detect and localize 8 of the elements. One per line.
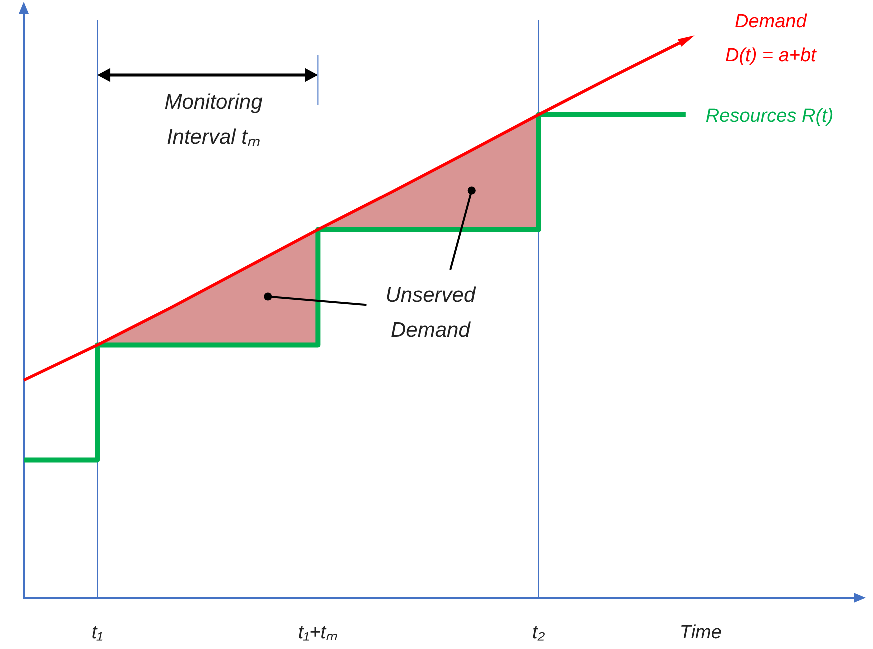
x-tick-label: t₁ — [92, 622, 104, 644]
series-label: Demand D(t) = a+bt — [725, 11, 818, 66]
annotation: Monitoring Interval tₘ — [164, 90, 264, 151]
series-label: Resources R(t) — [706, 106, 834, 128]
annotation: Unserved Demand — [384, 283, 478, 344]
x-tick-label: t₂ — [532, 622, 546, 644]
x-tick-label: t₁+tₘ — [298, 622, 338, 644]
x-axis-title: Time — [680, 622, 722, 644]
